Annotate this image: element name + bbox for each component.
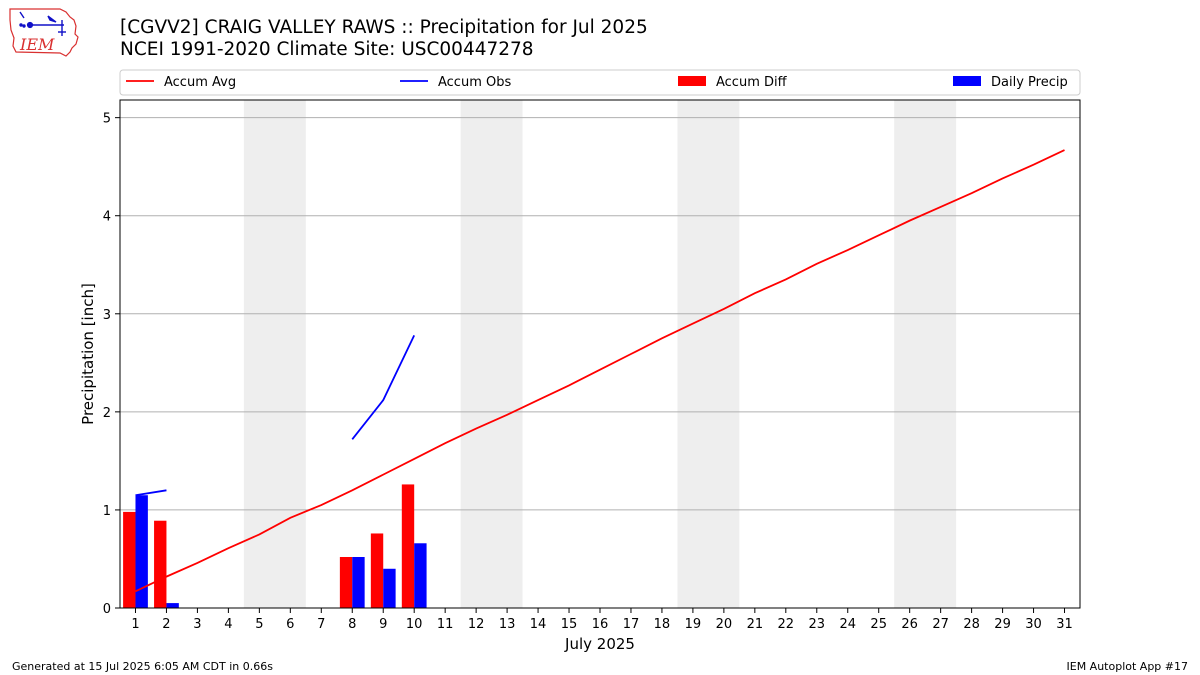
y-tick-label: 1 <box>103 504 111 519</box>
y-axis-label: Precipitation [inch] <box>79 283 97 425</box>
x-tick-label: 4 <box>224 617 232 632</box>
x-axis-label: July 2025 <box>564 635 635 653</box>
legend-label: Accum Obs <box>438 75 511 90</box>
weather-station-icon <box>19 11 66 36</box>
accum-diff-bar <box>154 520 167 608</box>
x-tick-label: 16 <box>592 617 609 632</box>
accum-obs-line <box>351 334 416 440</box>
x-tick-label: 13 <box>499 617 516 632</box>
y-tick-label: 2 <box>103 406 111 421</box>
accum-avg-line <box>135 149 1065 593</box>
weekend-shading <box>243 100 957 608</box>
x-tick-label: 2 <box>162 617 170 632</box>
x-tick-label: 29 <box>994 617 1011 632</box>
x-tick-label: 10 <box>406 617 423 632</box>
x-tick-label: 14 <box>530 617 547 632</box>
x-tick-label: 23 <box>809 617 826 632</box>
legend-swatch-patch <box>678 76 706 86</box>
chart-subtitle: NCEI 1991-2020 Climate Site: USC00447278 <box>120 39 534 60</box>
x-tick-label: 11 <box>437 617 454 632</box>
x-tick-label: 8 <box>348 617 356 632</box>
x-tick-label: 17 <box>623 617 640 632</box>
x-tick-label: 27 <box>932 617 949 632</box>
x-axis-ticks: 1 2 3 4 5 6 7 8 9 10 11 12 13 14 15 16 17 18 19 20 21 22 23 24 2… <box>131 608 1073 632</box>
weekend-band <box>460 100 523 608</box>
x-tick-label: 31 <box>1056 617 1073 632</box>
lines <box>135 149 1065 593</box>
y-tick-label: 3 <box>103 308 111 323</box>
y-tick-label: 0 <box>103 602 111 617</box>
x-tick-label: 22 <box>778 617 795 632</box>
accum-diff-bar <box>401 484 415 608</box>
x-tick-label: 25 <box>870 617 887 632</box>
y-tick-label: 5 <box>103 112 111 127</box>
x-tick-label: 24 <box>839 617 856 632</box>
x-tick-label: 3 <box>193 617 201 632</box>
generated-timestamp: Generated at 15 Jul 2025 6:05 AM CDT in … <box>12 660 273 673</box>
x-tick-label: 15 <box>561 617 578 632</box>
iowa-state-outline-icon <box>9 8 79 57</box>
accum-diff-bar <box>370 533 384 608</box>
x-tick-label: 30 <box>1025 617 1042 632</box>
weekend-band <box>894 100 957 608</box>
weekend-band <box>243 100 306 608</box>
precipitation-chart: 1 2 3 4 5 6 7 8 9 10 11 12 13 14 15 16 17 18 19 20 21 22 23 24 2… <box>79 69 1081 653</box>
x-tick-label: 19 <box>685 617 702 632</box>
daily-precip-bar <box>135 495 148 608</box>
x-tick-label: 21 <box>747 617 764 632</box>
daily-precip-bar <box>352 557 365 608</box>
legend: Accum Avg Accum Obs Accum Diff Daily Precip <box>119 69 1081 96</box>
x-tick-label: 6 <box>286 617 294 632</box>
x-tick-label: 9 <box>379 617 387 632</box>
x-tick-label: 18 <box>654 617 671 632</box>
legend-box <box>119 69 1081 96</box>
daily-precip-bar <box>383 568 396 608</box>
daily-precip-bar <box>166 603 179 608</box>
x-tick-label: 28 <box>963 617 980 632</box>
accum-diff-bar <box>123 511 136 608</box>
chart-title: [CGVV2] CRAIG VALLEY RAWS :: Precipitati… <box>120 17 648 38</box>
x-tick-label: 26 <box>901 617 918 632</box>
iem-logo: IEM <box>9 8 79 57</box>
x-tick-label: 5 <box>255 617 263 632</box>
legend-label: Accum Avg <box>164 75 236 90</box>
y-tick-label: 4 <box>103 210 111 225</box>
x-tick-label: 12 <box>468 617 485 632</box>
legend-label: Accum Diff <box>716 75 788 90</box>
logo-text: IEM <box>19 35 55 54</box>
legend-label: Daily Precip <box>991 75 1068 90</box>
bars <box>123 484 427 608</box>
x-tick-label: 7 <box>317 617 325 632</box>
accum-diff-bar <box>339 557 353 608</box>
x-tick-label: 1 <box>131 617 139 632</box>
app-credit: IEM Autoplot App #17 <box>1066 660 1189 673</box>
daily-precip-bar <box>414 543 427 608</box>
legend-swatch-patch <box>953 76 981 86</box>
weekend-band <box>677 100 740 608</box>
x-tick-label: 20 <box>716 617 733 632</box>
y-axis-ticks: 0 1 2 3 4 5 <box>103 112 120 617</box>
accum-obs-line <box>135 489 167 497</box>
